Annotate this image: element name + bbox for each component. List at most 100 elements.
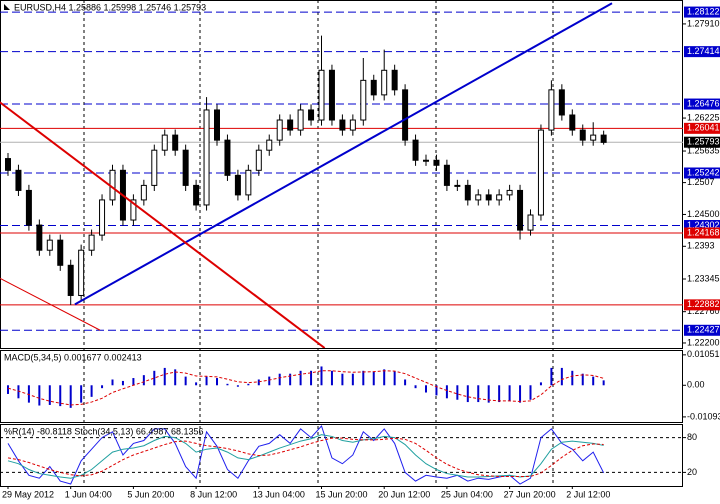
histogram-bar — [571, 370, 574, 386]
y-tick-label: 1.2393 — [687, 241, 715, 251]
level-label-box — [684, 6, 720, 18]
candle-body — [193, 184, 200, 206]
main-plot — [0, 2, 683, 348]
last-price-label: 1.25793 — [687, 137, 720, 147]
histogram-bar — [289, 373, 292, 386]
histogram-bar — [59, 385, 62, 407]
candle-body — [297, 109, 304, 131]
histogram-bar — [435, 385, 438, 396]
histogram-bar — [299, 370, 302, 386]
candle-body — [464, 184, 471, 201]
x-tick-label: 8 Jun 12:00 — [190, 489, 237, 499]
y-tick-label: 1.25635 — [687, 145, 720, 155]
histogram-bar — [216, 378, 218, 386]
candle-body — [214, 109, 220, 141]
histogram-bar — [362, 370, 365, 386]
candle-body — [318, 69, 325, 121]
histogram-bar — [121, 380, 124, 386]
candle-body — [140, 184, 147, 201]
histogram-bar — [425, 385, 427, 393]
histogram-bar — [310, 370, 313, 386]
candle-body — [130, 199, 137, 221]
histogram-bar — [48, 385, 51, 405]
candle-body — [423, 159, 429, 162]
level-label-box — [684, 167, 720, 179]
candle-body — [203, 109, 210, 206]
y-tick-label: 0.00 — [687, 380, 705, 390]
histogram-bar — [320, 366, 323, 386]
last-price-box — [684, 136, 720, 148]
histogram-bar — [592, 376, 595, 386]
candle-body — [360, 79, 367, 121]
candle-body — [88, 234, 95, 251]
candle-body — [506, 189, 513, 196]
candle-body — [569, 114, 576, 131]
histogram-bar — [184, 376, 187, 386]
candle-body — [328, 69, 335, 121]
stoch-plot — [0, 425, 683, 485]
indicator-line — [7, 425, 605, 485]
y-tick-label: 1.27910 — [687, 18, 720, 28]
histogram-bar — [539, 382, 542, 386]
candle-body — [496, 194, 503, 201]
histogram-bar — [111, 379, 114, 386]
level-label: 1.28122 — [687, 6, 720, 16]
histogram-bar — [487, 385, 490, 403]
histogram-bar — [351, 373, 354, 386]
level-label: 1.22882 — [687, 299, 720, 309]
candle-body — [537, 129, 544, 216]
candle-body — [234, 174, 241, 196]
level-label: 1.26041 — [687, 123, 720, 133]
histogram-bar — [132, 378, 135, 386]
candle-body — [339, 119, 346, 131]
candle-body — [412, 139, 419, 161]
candle-body — [558, 89, 565, 116]
candle-body — [182, 149, 189, 186]
x-tick-label: 5 Jun 20:00 — [127, 489, 174, 499]
candle-body — [349, 119, 356, 131]
chart-title: EURUSD,H4 1.25886 1.25998 1.25746 1.2579… — [14, 2, 206, 12]
candle-body — [172, 134, 179, 151]
candle-body — [517, 189, 524, 231]
histogram-bar — [195, 382, 198, 386]
level-label-box — [684, 220, 720, 232]
histogram-bar — [508, 385, 511, 402]
histogram-bar — [90, 385, 93, 397]
candle-body — [224, 139, 231, 176]
level-label: 1.27414 — [687, 46, 720, 56]
candle-body — [287, 119, 294, 131]
histogram-bar — [226, 383, 229, 386]
histogram-bar — [466, 385, 469, 403]
histogram-bar — [560, 367, 563, 386]
candle-body — [99, 199, 106, 236]
y-tick-label: 1.22760 — [687, 306, 720, 316]
level-label-box — [684, 122, 720, 134]
level-label: 1.24168 — [687, 227, 720, 237]
histogram-bar — [69, 385, 72, 408]
histogram-bar — [372, 371, 375, 386]
histogram-bar — [38, 385, 41, 406]
histogram-bar — [393, 371, 396, 386]
candle-body — [15, 169, 22, 191]
histogram-bar — [278, 373, 281, 386]
histogram-bar — [602, 380, 605, 386]
symbol-icon — [4, 4, 10, 10]
histogram-bar — [153, 370, 156, 386]
level-label: 1.24302 — [687, 220, 720, 230]
candle-body — [454, 184, 461, 187]
candle-body — [255, 149, 262, 171]
y-tick-label: -0.01093 — [687, 411, 720, 421]
candle-body — [78, 249, 85, 296]
candle-body — [46, 239, 53, 251]
trendline — [74, 2, 613, 306]
x-tick-label: 27 Jun 20:00 — [504, 489, 556, 499]
level-label: 1.25242 — [687, 167, 720, 177]
candle-body — [402, 89, 409, 141]
histogram-bar — [142, 375, 145, 386]
candle-body — [443, 164, 450, 186]
axes: 1.27910 1.26225 1.25635 1.2507 1.24500 1.2393… — [2, 6, 720, 499]
histogram-bar — [330, 370, 333, 386]
histogram-bar — [456, 385, 459, 400]
x-tick-label: 15 Jun 20:00 — [316, 489, 368, 499]
histogram-bar — [414, 385, 417, 389]
